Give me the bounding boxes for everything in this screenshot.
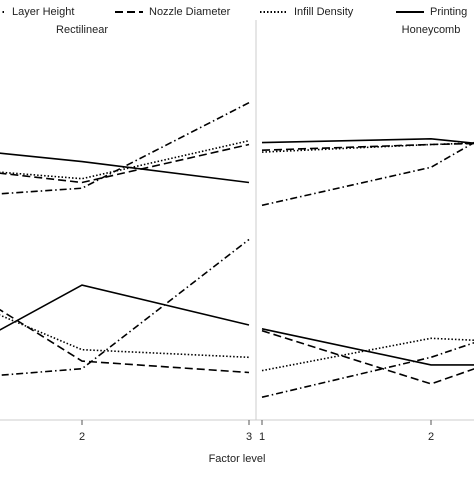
x-tick-label: 1 bbox=[259, 431, 265, 443]
series-line bbox=[261, 337, 474, 372]
x-tick-label: 3 bbox=[246, 431, 252, 443]
series-line bbox=[261, 329, 474, 385]
series-line bbox=[0, 308, 250, 374]
series-line bbox=[0, 152, 250, 184]
x-tick-label: 2 bbox=[79, 431, 85, 443]
series-line bbox=[0, 284, 250, 331]
series-line bbox=[0, 314, 250, 359]
panel-title: Honeycomb bbox=[402, 24, 461, 36]
series-line bbox=[0, 143, 250, 184]
series-line bbox=[261, 341, 474, 398]
legend-label: Nozzle Diameter bbox=[149, 6, 231, 18]
series-line bbox=[0, 101, 250, 195]
panel-title: Rectilinear bbox=[56, 24, 108, 36]
x-axis-label: Factor level bbox=[209, 453, 266, 465]
series-line bbox=[261, 137, 474, 144]
x-tick-label: 2 bbox=[428, 431, 434, 443]
series-line bbox=[261, 141, 474, 207]
series-line bbox=[261, 328, 474, 366]
legend-label: Infill Density bbox=[294, 6, 354, 18]
legend-label: Printing bbox=[430, 6, 467, 18]
series-line bbox=[0, 238, 250, 377]
series-line bbox=[261, 142, 474, 153]
legend-label: Layer Height bbox=[12, 6, 74, 18]
